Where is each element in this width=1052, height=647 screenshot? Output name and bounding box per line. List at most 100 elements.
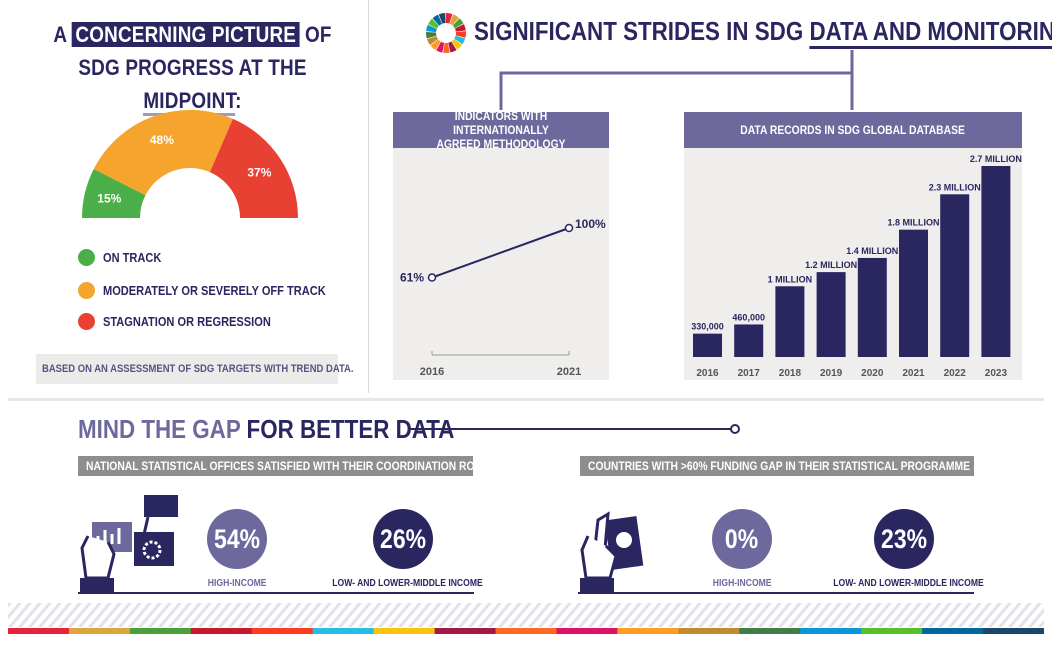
bar-2023 xyxy=(981,166,1011,357)
wheel-segment xyxy=(446,13,453,24)
legend-label: MODERATELY OR SEVERELY OFF TRACK xyxy=(103,283,326,298)
ribbon-segment xyxy=(190,628,253,634)
ribbon-segment xyxy=(739,628,801,634)
bar-2019 xyxy=(816,272,846,357)
x-tick-label-2017: 2017 xyxy=(738,368,761,379)
bar-label-2018: 1 MILLION xyxy=(768,274,813,284)
ribbon-segment xyxy=(861,628,923,634)
gauge-label-off-track: 48% xyxy=(150,133,174,147)
title-part: MIND THE GAP xyxy=(78,414,241,444)
bar-2018 xyxy=(775,286,805,357)
legend-dot xyxy=(78,282,95,299)
midpoint-title: A CONCERNING PICTURE OF SDG PROGRESS AT … xyxy=(44,18,341,117)
indicators-line-chart: 61% 100% 2016 2021 xyxy=(400,217,606,378)
indicators-panel xyxy=(393,112,609,380)
value-text: 54% xyxy=(214,523,260,554)
gauge-segment-on-track xyxy=(82,168,146,218)
legend-dot xyxy=(78,313,95,330)
bar-label-2023: 2.7 MILLION xyxy=(970,154,1022,164)
connector-lines xyxy=(499,50,854,110)
note-text: BASED ON AN ASSESSMENT OF SDG TARGETS WI… xyxy=(42,363,354,375)
x-tick-label-2021: 2021 xyxy=(902,368,925,379)
header-line: INDICATORS WITH INTERNATIONALLY xyxy=(453,109,549,137)
x-tick-label-2022: 2022 xyxy=(944,368,967,379)
wheel-segment xyxy=(426,24,437,33)
funding-baseline xyxy=(578,592,974,594)
nso-baseline xyxy=(78,592,474,594)
nso-header: NATIONAL STATISTICAL OFFICES SATISFIED W… xyxy=(78,456,488,476)
title-word: : xyxy=(235,88,242,113)
indicator-series-line xyxy=(431,227,570,279)
bar-2016 xyxy=(693,333,722,357)
header-text: DATA RECORDS IN SDG GLOBAL DATABASE xyxy=(740,123,966,137)
data-label-2016: 61% xyxy=(400,271,424,285)
header-line: AGREED METHODOLOGY xyxy=(436,137,566,151)
x-tick-label-2023: 2023 xyxy=(985,368,1008,379)
wheel-segment xyxy=(443,42,450,53)
wheel-segment xyxy=(454,24,466,32)
ribbon-segment xyxy=(617,628,679,634)
wheel-segment xyxy=(455,31,466,38)
ribbon-segment xyxy=(556,628,618,634)
ribbon-segment xyxy=(68,628,131,634)
data-point-2021 xyxy=(564,223,574,233)
value-text: 23% xyxy=(881,523,927,554)
header-text: COUNTRIES WITH >60% FUNDING GAP IN THEIR… xyxy=(588,459,970,473)
ribbon-segment xyxy=(800,628,862,634)
nso-low-income-label: LOW- AND LOWER-MIDDLE INCOME xyxy=(320,578,486,589)
ribbon-segment xyxy=(251,628,314,634)
x-tick-label-2019: 2019 xyxy=(820,368,843,379)
caption-text: LOW- AND LOWER-MIDDLE INCOME xyxy=(332,578,483,589)
records-header: DATA RECORDS IN SDG GLOBAL DATABASE xyxy=(684,112,1022,148)
wheel-segment xyxy=(454,35,466,45)
x-tick-label-2016: 2016 xyxy=(696,368,719,379)
bar-2022 xyxy=(940,194,970,357)
value-text: 26% xyxy=(380,523,426,554)
wheel-segment xyxy=(448,41,457,53)
title-highlight: CONCERNING PICTURE xyxy=(71,22,300,47)
x-tick-label-2021: 2021 xyxy=(557,366,581,378)
progress-gauge: 15% 48% 37% xyxy=(82,110,298,218)
sdg-wheel-icon xyxy=(426,13,466,53)
legend-label: STAGNATION OR REGRESSION xyxy=(103,314,271,329)
nso-high-income-value: 54% xyxy=(207,509,267,569)
data-label-2021: 100% xyxy=(575,217,606,231)
wheel-segment xyxy=(430,39,441,51)
mind-the-gap-title: MIND THE GAP FOR BETTER DATA xyxy=(78,414,454,445)
funding-header: COUNTRIES WITH >60% FUNDING GAP IN THEIR… xyxy=(580,456,974,476)
horizontal-divider xyxy=(8,398,1044,401)
bar-label-2017: 460,000 xyxy=(732,312,765,322)
bar-label-2020: 1.4 MILLION xyxy=(846,246,898,256)
header-text: NATIONAL STATISTICAL OFFICES SATISFIED W… xyxy=(86,459,488,473)
nso-high-income-label: HIGH-INCOME xyxy=(197,578,277,589)
funding-money-icon xyxy=(580,511,644,594)
wheel-segment xyxy=(451,39,462,50)
title-underlined: DATA AND MONITORING xyxy=(809,16,1052,49)
title-connector xyxy=(408,424,740,434)
caption-text: HIGH-INCOME xyxy=(712,578,772,589)
legend-label: ON TRACK xyxy=(103,250,162,265)
legend-off-track: MODERATELY OR SEVERELY OFF TRACK xyxy=(78,282,365,299)
wheel-segment xyxy=(432,14,443,26)
wheel-segment xyxy=(438,13,446,24)
funding-low-income-label: LOW- AND LOWER-MIDDLE INCOME xyxy=(821,578,987,589)
gauge-segment-off-track xyxy=(93,110,233,196)
nso-low-income-value: 26% xyxy=(373,509,433,569)
sdg-data-title: SIGNIFICANT STRIDES IN SDG DATA AND MONI… xyxy=(474,16,1052,49)
gauge-label-on-track: 15% xyxy=(97,192,121,206)
bar-label-2021: 1.8 MILLION xyxy=(887,218,939,228)
indicators-header: INDICATORS WITH INTERNATIONALLY AGREED M… xyxy=(393,109,609,151)
title-word: A xyxy=(53,22,67,47)
ribbon-segment xyxy=(312,628,375,634)
data-point-2016 xyxy=(427,273,437,282)
legend-regression: STAGNATION OR REGRESSION xyxy=(78,313,300,330)
gauge-label-regression: 37% xyxy=(247,165,271,179)
bar-2017 xyxy=(734,324,764,357)
caption-text: LOW- AND LOWER-MIDDLE INCOME xyxy=(833,578,984,589)
bar-2021 xyxy=(899,229,928,357)
funding-high-income-label: HIGH-INCOME xyxy=(702,578,782,589)
ribbon-segment xyxy=(129,628,192,634)
coordination-icon xyxy=(80,495,178,594)
title-underlined: MIDPOINT xyxy=(143,88,236,116)
title-word: OF xyxy=(304,22,332,47)
